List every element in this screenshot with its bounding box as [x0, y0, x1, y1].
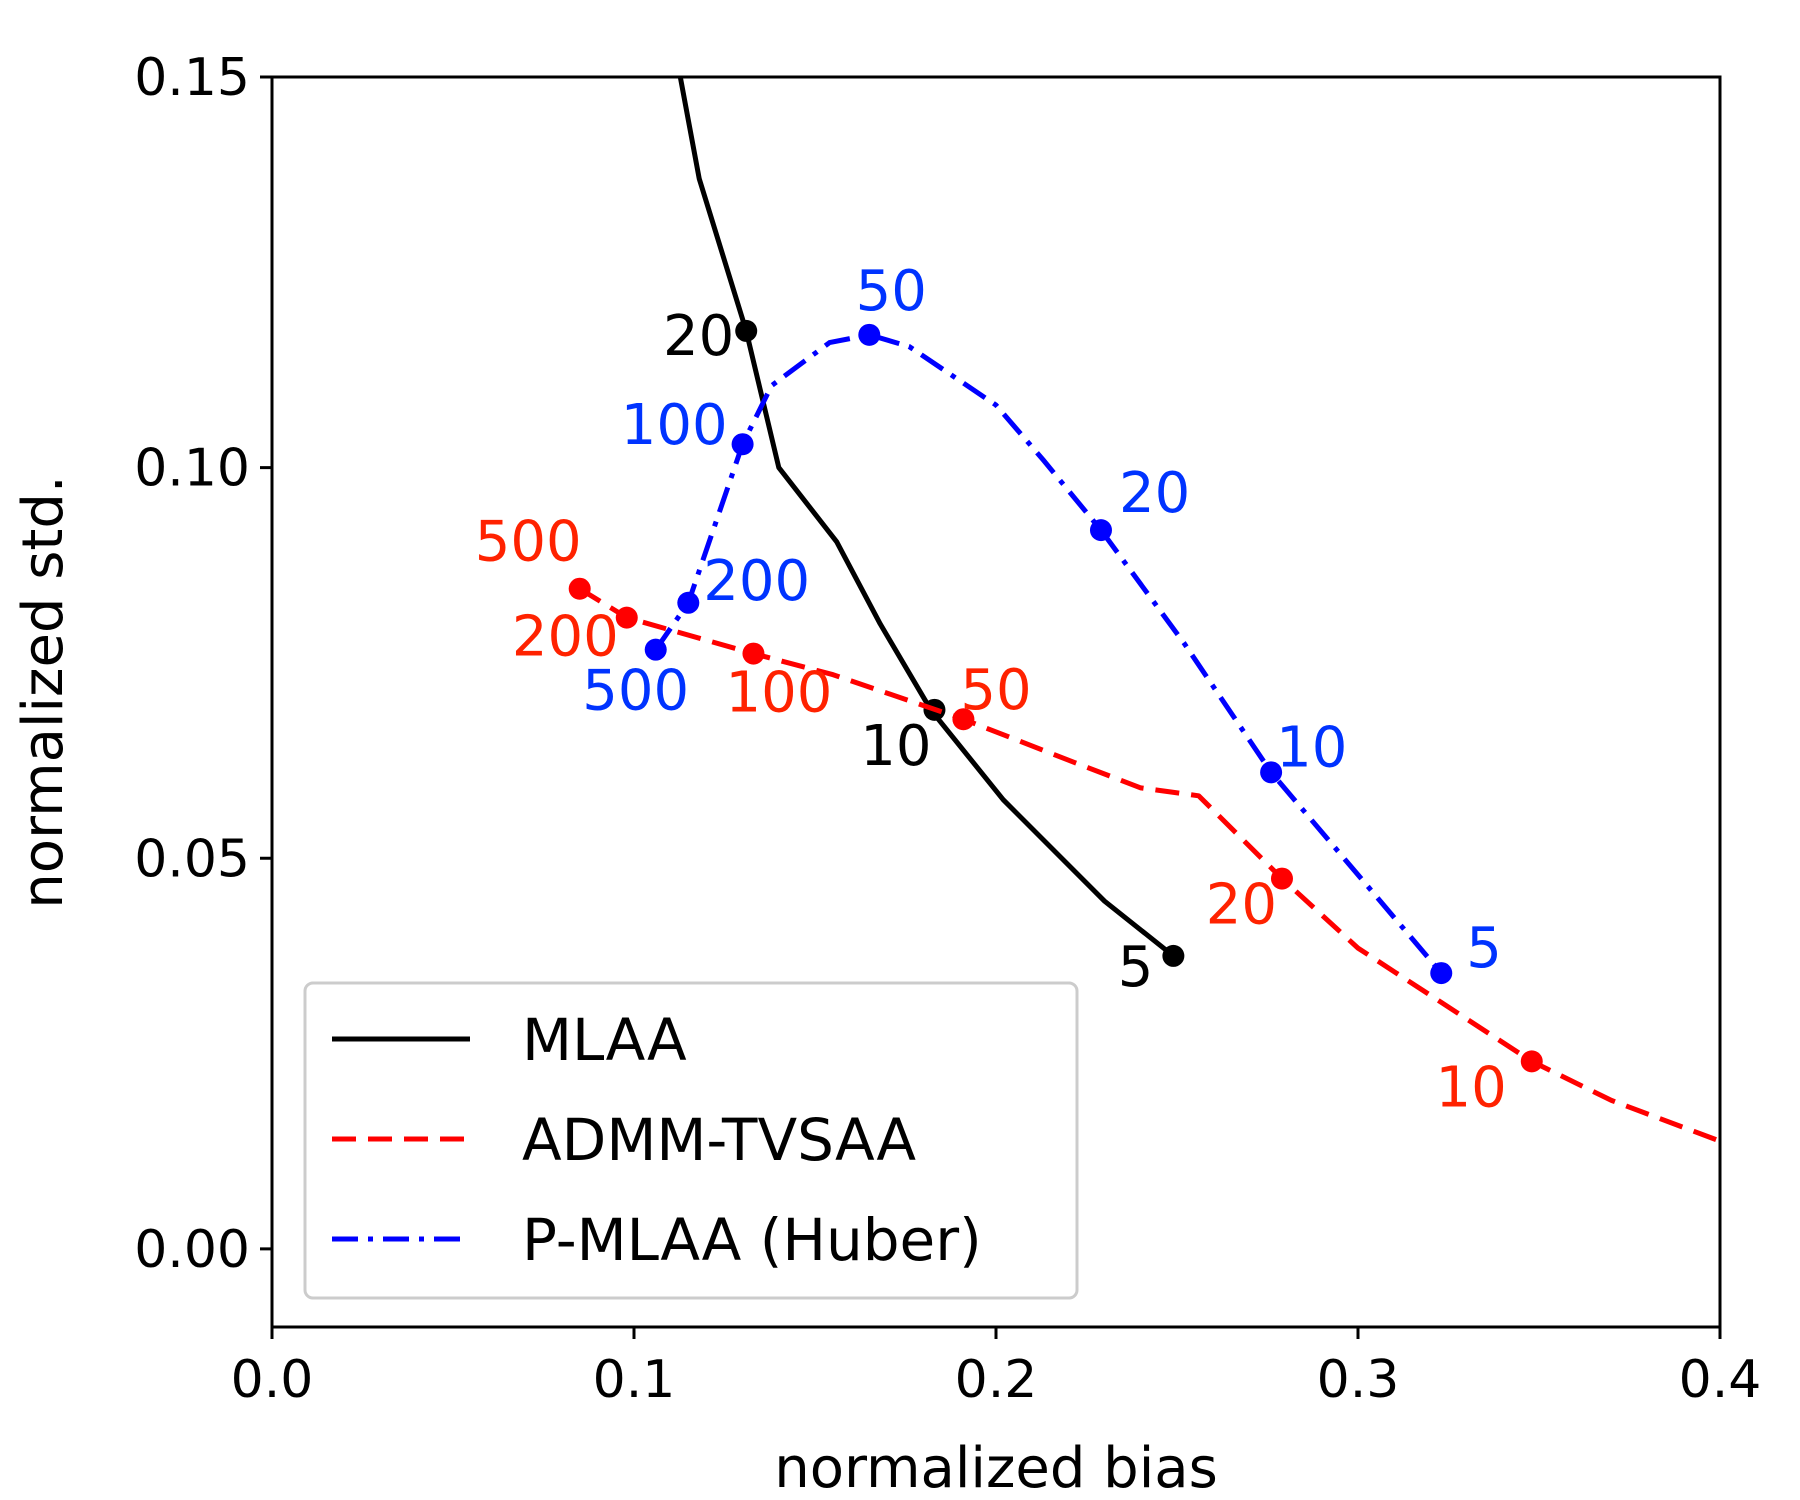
y-tick-label: 0.00	[134, 1220, 250, 1280]
legend-label: MLAA	[522, 1006, 687, 1074]
point-label: 200	[703, 549, 810, 614]
point-label: 20	[1119, 461, 1190, 526]
point-label: 5	[1466, 916, 1502, 981]
x-axis-label: normalized bias	[774, 1436, 1218, 1500]
point-label: 20	[1206, 873, 1277, 938]
legend-label: ADMM-TVSAA	[522, 1106, 916, 1174]
point-label: 50	[960, 658, 1031, 723]
point-label: 10	[1276, 715, 1347, 780]
data-point	[1162, 944, 1185, 967]
legend-label: P-MLAA (Huber)	[522, 1206, 982, 1274]
data-point	[677, 591, 700, 614]
x-tick-label: 0.1	[593, 1350, 676, 1410]
point-label: 500	[582, 659, 689, 724]
data-point	[1520, 1050, 1543, 1073]
data-point	[615, 606, 638, 629]
data-point	[1260, 761, 1283, 784]
x-tick-label: 0.3	[1317, 1350, 1400, 1410]
data-point	[1270, 867, 1293, 890]
point-label: 100	[621, 393, 728, 458]
point-label: 100	[725, 661, 832, 726]
data-point	[952, 708, 975, 731]
point-label: 10	[1435, 1055, 1506, 1120]
data-point	[644, 638, 667, 661]
point-label: 5	[1118, 935, 1154, 1000]
series-line-0	[677, 77, 1175, 958]
point-label: 10	[860, 714, 931, 779]
data-point	[1430, 962, 1453, 985]
legend-box	[303, 981, 1079, 1300]
y-tick-label: 0.15	[134, 48, 250, 108]
x-tick-label: 0.0	[231, 1350, 314, 1410]
series-line-2	[653, 332, 1444, 975]
ticks-layer: 0.0 0.1 0.2 0.3 0.4 0.00 0.05 0.10 0.15	[134, 48, 1761, 1410]
data-point	[742, 642, 765, 665]
y-axis-label: normalized std.	[11, 475, 76, 908]
data-point	[858, 323, 881, 346]
data-point	[735, 319, 758, 342]
y-tick-label: 0.05	[134, 829, 250, 889]
legend: MLAA ADMM-TVSAA P-MLAA (Huber)	[303, 981, 1079, 1300]
data-point	[731, 433, 754, 456]
point-label: 500	[475, 510, 582, 575]
series-layer	[568, 77, 1720, 1144]
point-label: 200	[512, 605, 619, 670]
x-tick-label: 0.2	[955, 1350, 1038, 1410]
point-label: 20	[663, 304, 734, 369]
point-label: 50	[856, 259, 927, 324]
x-tick-label: 0.4	[1679, 1350, 1762, 1410]
data-point	[568, 577, 591, 600]
y-tick-label: 0.10	[134, 439, 250, 499]
data-point	[1089, 519, 1112, 542]
